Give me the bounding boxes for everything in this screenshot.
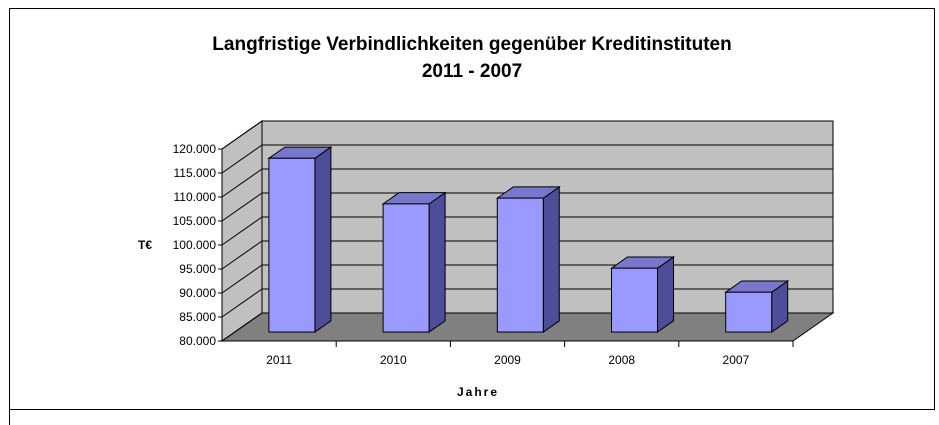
bar	[382, 203, 430, 333]
chart-subtitle: 2011 - 2007	[422, 61, 522, 82]
bar	[725, 291, 773, 333]
grid-line	[221, 120, 833, 150]
x-tick-label: 2010	[380, 353, 407, 367]
grid-line	[221, 240, 833, 270]
y-tick-label: 95.000	[179, 262, 216, 276]
grid-line	[221, 168, 833, 198]
y-tick-label: 100.000	[173, 238, 217, 252]
x-tick-label: 2008	[608, 353, 635, 367]
x-tick-label: 2009	[494, 353, 521, 367]
bar-side	[542, 185, 560, 334]
grid-line	[221, 216, 833, 246]
x-tick-label: 2007	[723, 353, 750, 367]
bar	[611, 267, 658, 333]
y-tick-label: 115.000	[174, 166, 217, 180]
bar-side	[428, 191, 446, 334]
x-axis-title: Jahre	[457, 385, 499, 399]
grid-line	[221, 192, 833, 222]
bar	[268, 157, 316, 333]
y-tick-label: 120.000	[173, 142, 217, 156]
bar-side	[314, 146, 332, 334]
y-tick-label: 85.000	[179, 310, 216, 324]
grid-line	[221, 144, 833, 174]
bar	[496, 197, 544, 333]
y-tick-label: 110.000	[174, 190, 217, 204]
bar-side	[657, 256, 674, 334]
chart-border	[9, 8, 935, 410]
y-tick-label: 80.000	[179, 334, 216, 348]
y-axis-title: T€	[138, 238, 152, 252]
y-tick-label: 90.000	[179, 286, 216, 300]
y-tick-label: 105.000	[173, 214, 217, 228]
chart-title: Langfristige Verbindlichkeiten gegenüber…	[212, 34, 731, 55]
x-tick-label: 2011	[266, 353, 292, 367]
